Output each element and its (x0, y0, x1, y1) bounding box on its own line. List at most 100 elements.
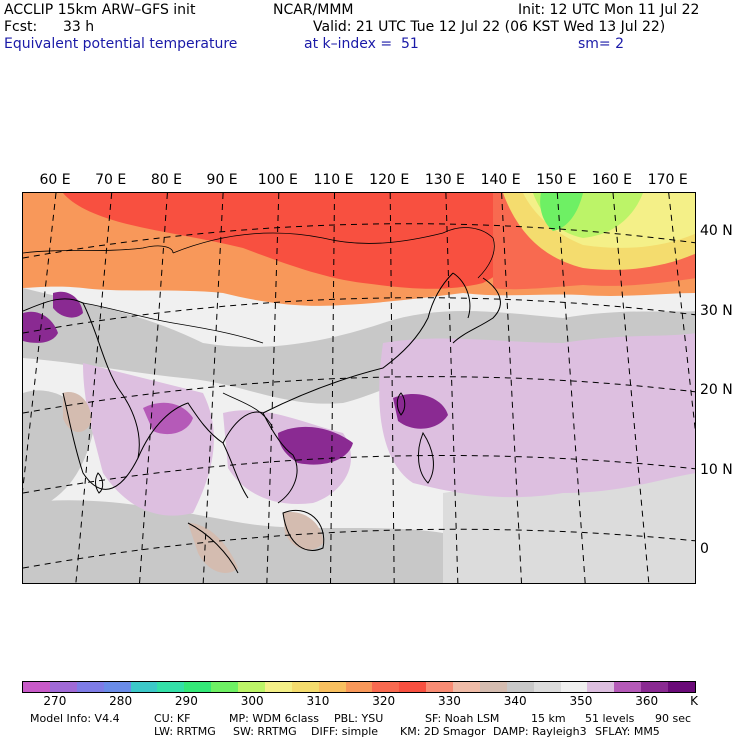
coastline-sumatra (187, 522, 239, 574)
colorbar-swatch-22 (614, 682, 642, 692)
border-himalaya (82, 302, 264, 344)
coastline-sri-lanka (95, 472, 104, 494)
lon-label-80: 80 E (150, 172, 182, 188)
colorbar-tick-360: 360 (635, 694, 659, 708)
coastline-borneo (282, 510, 325, 551)
colorbar-swatch-23 (641, 682, 668, 692)
colorbar-swatch-0 (23, 682, 50, 692)
colorbar-tick-330: 330 (437, 694, 461, 708)
border-indochina (222, 392, 274, 429)
footer-pbl: PBL: YSU (334, 712, 384, 725)
colorbar-tick-300: 300 (240, 694, 264, 708)
lon-label-140: 140 E (480, 172, 521, 188)
footer-sf: SF: Noah LSM (425, 712, 500, 725)
coastline-bay-of-bengal (137, 402, 249, 499)
forecast-hour: 33 h (63, 19, 95, 35)
coastline-japan (452, 277, 501, 344)
field-gray-band (23, 288, 695, 404)
footer-sw: SW: RRTMG (233, 725, 297, 738)
colorbar-swatch-11 (318, 682, 346, 692)
level-info: at k–index = 51 (304, 36, 419, 52)
coastline-philippines (417, 431, 434, 484)
field-purple-bay (143, 402, 193, 435)
lon-label-110: 110 E (313, 172, 354, 188)
lon-label-170: 170 E (647, 172, 688, 188)
colorbar-tick-340: 340 (503, 694, 527, 708)
borders (23, 227, 495, 429)
lon-label-70: 70 E (95, 172, 127, 188)
field-tan-sumatra (188, 523, 238, 573)
lon-label-150: 150 E (536, 172, 577, 188)
colorbar-swatch-3 (103, 682, 131, 692)
field-red-north (63, 193, 543, 289)
colorbar-swatch-21 (587, 682, 615, 692)
field-lilac-india (83, 363, 214, 516)
colorbar-tick-350: 350 (569, 694, 593, 708)
colorbar-unit: K (690, 694, 698, 708)
field-name: Equivalent potential temperature (4, 36, 238, 52)
lat-label-40: 40 N (700, 223, 733, 239)
footer-dx: 15 km (531, 712, 566, 725)
organization: NCAR/MMM (273, 2, 354, 18)
footer-levels: 51 levels (585, 712, 635, 725)
colorbar-tick-310: 310 (306, 694, 330, 708)
lon-label-60: 60 E (39, 172, 71, 188)
footer-damp: DAMP: Rayleigh3 (493, 725, 587, 738)
colorbar-swatch-1 (49, 682, 77, 692)
field-purple-pakistan (53, 291, 83, 318)
field-gray-south (23, 500, 443, 583)
lon-label-160: 160 E (591, 172, 633, 188)
colorbar-swatch-7 (211, 682, 238, 692)
colorbar-swatch-10 (291, 682, 319, 692)
lon-label-120: 120 E (369, 172, 410, 188)
lon-label-100: 100 E (257, 172, 298, 188)
border-china-russia (442, 227, 495, 279)
colorbar-swatch-5 (157, 682, 185, 692)
colorbar-swatch-15 (426, 682, 453, 692)
colorbar-swatch-17 (479, 682, 507, 692)
lon-label-90: 90 E (206, 172, 238, 188)
footer-model-info: Model Info: V4.4 (30, 712, 120, 725)
colorbar-swatch-20 (560, 682, 588, 692)
forecast-label: Fcst: (4, 19, 38, 35)
colorbar-swatch-2 (76, 682, 104, 692)
footer-diff: DIFF: simple (311, 725, 379, 738)
valid-time: Valid: 21 UTC Tue 12 Jul 22 (06 KST Wed … (313, 19, 666, 35)
lon-label-130: 130 E (424, 172, 465, 188)
lat-label-20: 20 N (700, 382, 733, 398)
footer-dt: 90 sec (655, 712, 692, 725)
field-purple-indochina (278, 426, 353, 465)
lat-label-10: 10 N (700, 461, 733, 478)
smoothing-info: sm= 2 (578, 36, 625, 52)
map-panel (22, 192, 696, 584)
colorbar-swatch-9 (264, 682, 292, 692)
colorbar-swatch-19 (533, 682, 561, 692)
lat-label-30: 30 N (700, 302, 733, 319)
coastline-taiwan (396, 392, 406, 416)
field-lilac-ocean (379, 333, 695, 498)
colorbar (22, 681, 696, 693)
coastline-korea (452, 272, 471, 319)
border-china-mongolia (172, 232, 444, 254)
field-bright-green-ne (540, 193, 583, 231)
colorbar-swatch-8 (238, 682, 265, 692)
footer-sflay: SFLAY: MM5 (595, 725, 660, 738)
coastline-india (23, 298, 140, 490)
field-gray-se (443, 468, 695, 583)
init-time: Init: 12 UTC Mon 11 Jul 22 (518, 2, 700, 18)
colorbar-tick-290: 290 (174, 694, 198, 708)
lat-label-0: 0 (700, 541, 709, 557)
border-kazakhstan (23, 245, 174, 254)
colorbar-swatch-18 (506, 682, 534, 692)
footer-lw: LW: RRTMG (154, 725, 216, 738)
footer-cu: CU: KF (154, 712, 191, 725)
coastline-china (262, 272, 454, 414)
footer-km: KM: 2D Smagor (400, 725, 486, 738)
colorbar-swatch-6 (184, 682, 212, 692)
map-svg (23, 193, 695, 583)
colorbar-swatch-12 (345, 682, 373, 692)
field-purple-philippines (393, 394, 448, 429)
coastline-indochina (222, 411, 298, 504)
colorbar-swatch-13 (372, 682, 400, 692)
colorbar-swatch-14 (399, 682, 427, 692)
